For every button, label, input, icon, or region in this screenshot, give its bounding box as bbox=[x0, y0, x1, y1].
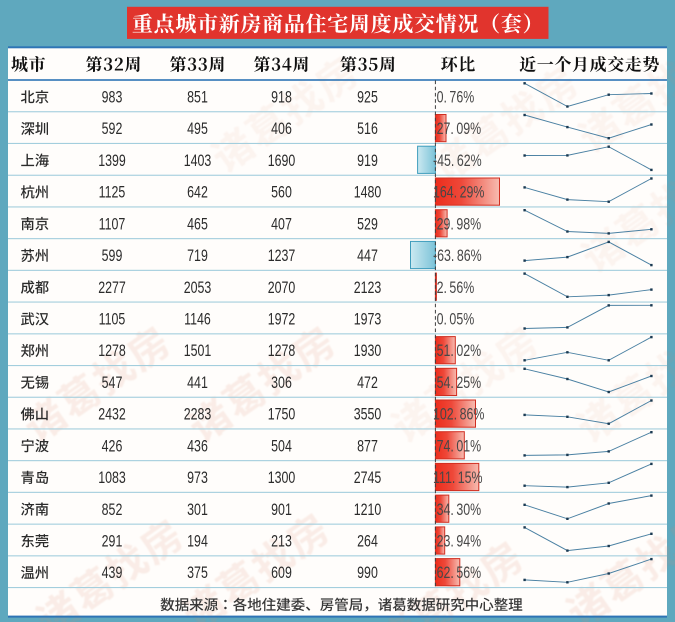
svg-text:852: 852 bbox=[102, 501, 123, 519]
svg-text:495: 495 bbox=[187, 121, 208, 139]
svg-text:436: 436 bbox=[187, 438, 208, 456]
svg-text:516: 516 bbox=[357, 121, 378, 139]
svg-text:62. 56%: 62. 56% bbox=[437, 565, 482, 583]
svg-text:918: 918 bbox=[271, 89, 292, 107]
svg-text:1480: 1480 bbox=[354, 184, 382, 202]
svg-text:1973: 1973 bbox=[354, 311, 382, 329]
svg-text:0. 76%: 0. 76% bbox=[437, 89, 475, 107]
svg-text:2745: 2745 bbox=[354, 470, 382, 488]
svg-text:1300: 1300 bbox=[268, 470, 296, 488]
svg-text:164. 29%: 164. 29% bbox=[433, 184, 484, 202]
svg-text:2070: 2070 bbox=[268, 279, 296, 297]
svg-text:213: 213 bbox=[271, 533, 292, 551]
svg-text:925: 925 bbox=[357, 89, 378, 107]
svg-text:472: 472 bbox=[357, 374, 378, 392]
svg-text:407: 407 bbox=[271, 216, 292, 234]
svg-text:1399: 1399 bbox=[98, 152, 126, 170]
svg-text:919: 919 bbox=[357, 152, 378, 170]
svg-text:877: 877 bbox=[357, 438, 378, 456]
svg-text:983: 983 bbox=[102, 89, 123, 107]
svg-text:301: 301 bbox=[187, 501, 208, 519]
svg-text:29. 98%: 29. 98% bbox=[437, 216, 482, 234]
svg-text:74. 01%: 74. 01% bbox=[437, 438, 482, 456]
svg-text:2283: 2283 bbox=[184, 406, 212, 424]
svg-text:851: 851 bbox=[187, 89, 208, 107]
svg-text:1083: 1083 bbox=[98, 470, 126, 488]
svg-text:1278: 1278 bbox=[98, 343, 126, 361]
svg-text:375: 375 bbox=[187, 565, 208, 583]
svg-text:1750: 1750 bbox=[268, 406, 296, 424]
svg-text:1210: 1210 bbox=[354, 501, 382, 519]
svg-text:1403: 1403 bbox=[184, 152, 212, 170]
svg-text:-63. 86%: -63. 86% bbox=[433, 248, 482, 266]
svg-text:426: 426 bbox=[102, 438, 123, 456]
svg-text:504: 504 bbox=[271, 438, 292, 456]
svg-text:2053: 2053 bbox=[184, 279, 212, 297]
svg-text:1501: 1501 bbox=[184, 343, 212, 361]
svg-text:1930: 1930 bbox=[354, 343, 382, 361]
svg-text:560: 560 bbox=[271, 184, 292, 202]
svg-text:2123: 2123 bbox=[354, 279, 382, 297]
svg-text:291: 291 bbox=[102, 533, 123, 551]
svg-text:529: 529 bbox=[357, 216, 378, 234]
svg-text:-45. 62%: -45. 62% bbox=[433, 152, 482, 170]
svg-text:642: 642 bbox=[187, 184, 208, 202]
svg-text:1237: 1237 bbox=[268, 248, 296, 266]
svg-text:441: 441 bbox=[187, 374, 208, 392]
svg-text:264: 264 bbox=[357, 533, 378, 551]
svg-text:901: 901 bbox=[271, 501, 292, 519]
svg-text:23. 94%: 23. 94% bbox=[437, 533, 482, 551]
svg-text:973: 973 bbox=[187, 470, 208, 488]
svg-text:609: 609 bbox=[271, 565, 292, 583]
svg-text:592: 592 bbox=[102, 121, 123, 139]
svg-text:719: 719 bbox=[187, 248, 208, 266]
svg-text:27. 09%: 27. 09% bbox=[437, 121, 482, 139]
svg-text:51. 02%: 51. 02% bbox=[437, 343, 482, 361]
svg-text:547: 547 bbox=[102, 374, 123, 392]
svg-text:1690: 1690 bbox=[268, 152, 296, 170]
svg-text:2432: 2432 bbox=[98, 406, 126, 424]
svg-text:1125: 1125 bbox=[99, 184, 126, 202]
svg-text:1146: 1146 bbox=[184, 311, 211, 329]
svg-text:3550: 3550 bbox=[354, 406, 382, 424]
svg-text:447: 447 bbox=[357, 248, 378, 266]
svg-text:34. 30%: 34. 30% bbox=[437, 501, 482, 519]
svg-text:306: 306 bbox=[271, 374, 292, 392]
svg-text:2. 56%: 2. 56% bbox=[437, 279, 475, 297]
svg-text:194: 194 bbox=[187, 533, 208, 551]
svg-text:990: 990 bbox=[357, 565, 378, 583]
svg-text:54. 25%: 54. 25% bbox=[437, 374, 482, 392]
svg-text:102. 86%: 102. 86% bbox=[433, 406, 484, 424]
svg-text:439: 439 bbox=[102, 565, 123, 583]
svg-text:406: 406 bbox=[271, 121, 292, 139]
svg-text:0. 05%: 0. 05% bbox=[437, 311, 475, 329]
svg-text:1972: 1972 bbox=[268, 311, 296, 329]
svg-text:1105: 1105 bbox=[99, 311, 126, 329]
svg-text:1107: 1107 bbox=[99, 216, 126, 234]
svg-text:1278: 1278 bbox=[268, 343, 296, 361]
svg-text:465: 465 bbox=[187, 216, 208, 234]
svg-text:2277: 2277 bbox=[98, 279, 126, 297]
svg-text:599: 599 bbox=[102, 248, 123, 266]
svg-text:111. 15%: 111. 15% bbox=[433, 470, 483, 488]
